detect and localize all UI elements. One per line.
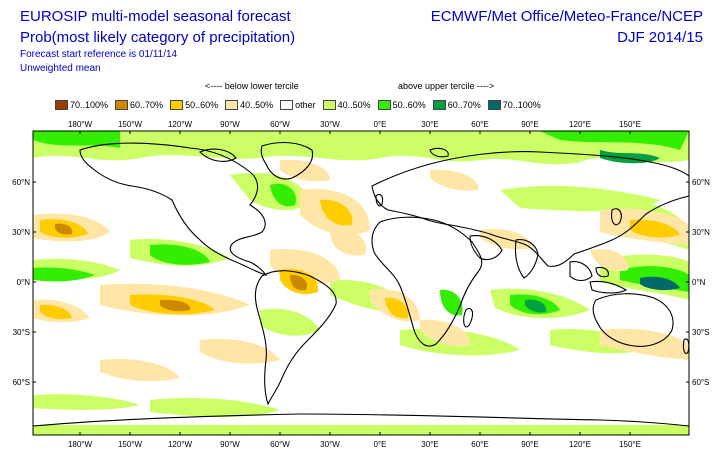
title-line-2: Prob(most likely category of precipitati…: [20, 29, 296, 46]
legend-label: other: [295, 100, 316, 110]
legend-label: 70..100%: [502, 100, 541, 110]
graticule-ticks: 180°W 180°W 150°W 150°W 120°W 120°W 90°W 90°W 60…: [12, 120, 710, 449]
legend-swatch: [55, 100, 68, 110]
longitude-tick-label: 0°E: [374, 120, 387, 129]
map-frame: [32, 130, 690, 436]
longitude-tick-label: 90°W: [220, 440, 240, 449]
coastlines: [32, 141, 690, 427]
longitude-tick-label: 0°E: [374, 440, 387, 449]
latitude-tick-label: 0°N: [692, 278, 706, 287]
longitude-tick-label: 180°W: [68, 440, 93, 449]
legend-swatch: [377, 100, 391, 110]
longitude-tick-label: 30°W: [320, 440, 340, 449]
legend-swatch: [115, 100, 129, 110]
longitude-tick-label: 30°W: [320, 120, 340, 129]
season-label: DJF 2014/15: [617, 29, 703, 46]
latitude-tick-label: 30°N: [692, 228, 710, 237]
latitude-tick-label: 60°S: [13, 378, 30, 387]
longitude-tick-label: 60°W: [270, 120, 290, 129]
legend-item: other: [280, 100, 316, 110]
legend-label: 40..50%: [337, 100, 371, 110]
legend-item: 70..100%: [55, 100, 108, 110]
legend-item: 50..60%: [170, 100, 218, 110]
forecast-start-reference: Forecast start reference is 01/11/14: [20, 49, 178, 60]
longitude-tick-label: 60°E: [471, 120, 488, 129]
longitude-tick-label: 30°E: [421, 440, 438, 449]
legend-label: 60..70%: [130, 100, 164, 110]
latitude-tick-label: 30°S: [13, 328, 30, 337]
legend-item: 40..50%: [322, 100, 371, 110]
legend-item: 60..70%: [432, 100, 481, 110]
longitude-tick-label: 150°W: [118, 440, 143, 449]
legend-item: 40..50%: [225, 100, 273, 110]
longitude-tick-label: 30°E: [421, 120, 438, 129]
legend-label: 50..60%: [392, 100, 426, 110]
longitude-tick-label: 120°W: [168, 120, 193, 129]
longitude-tick-label: 150°W: [118, 120, 143, 129]
longitude-tick-label: 90°E: [521, 120, 538, 129]
longitude-tick-label: 120°W: [168, 440, 193, 449]
legend-item: 70..100%: [487, 100, 541, 110]
longitude-tick-label: 120°E: [569, 440, 591, 449]
legend-item: 50..60%: [377, 100, 426, 110]
legend-label: 50..60%: [185, 100, 219, 110]
latitude-tick-label: 0°N: [17, 278, 31, 287]
legend-label: 70..100%: [70, 100, 109, 110]
legend-item: 60..70%: [115, 100, 163, 110]
longitude-tick-label: 90°W: [220, 120, 240, 129]
legend-below-heading: <---- below lower tercile: [205, 81, 299, 91]
probability-field: [33, 131, 689, 435]
longitude-tick-label: 120°E: [569, 120, 591, 129]
color-legend: 70..100% 60..70% 50..60% 40..50% other 40..50…: [55, 99, 548, 111]
longitude-tick-label: 60°W: [270, 440, 290, 449]
latitude-tick-label: 60°N: [692, 178, 710, 187]
longitude-tick-label: 180°W: [68, 120, 93, 129]
legend-above-heading: above upper tercile ---->: [398, 81, 495, 91]
legend-swatch: [170, 100, 184, 110]
centres-label: ECMWF/Met Office/Meteo-France/NCEP: [430, 8, 703, 25]
longitude-tick-label: 60°E: [471, 440, 488, 449]
title-line-1: EUROSIP multi-model seasonal forecast: [20, 8, 291, 25]
longitude-tick-label: 150°E: [619, 440, 641, 449]
mean-type: Unweighted mean: [20, 63, 101, 74]
legend-swatch: [225, 100, 239, 110]
legend-label: 40..50%: [240, 100, 274, 110]
legend-swatch: [322, 100, 336, 110]
latitude-tick-label: 60°S: [692, 378, 709, 387]
longitude-tick-label: 150°E: [619, 120, 641, 129]
latitude-tick-label: 30°S: [692, 328, 709, 337]
legend-label: 60..70%: [447, 100, 481, 110]
longitude-tick-label: 90°E: [521, 440, 538, 449]
legend-swatch: [280, 100, 294, 110]
legend-swatch: [432, 100, 446, 110]
legend-swatch: [487, 100, 501, 110]
latitude-tick-label: 30°N: [12, 228, 30, 237]
latitude-tick-label: 60°N: [12, 178, 30, 187]
